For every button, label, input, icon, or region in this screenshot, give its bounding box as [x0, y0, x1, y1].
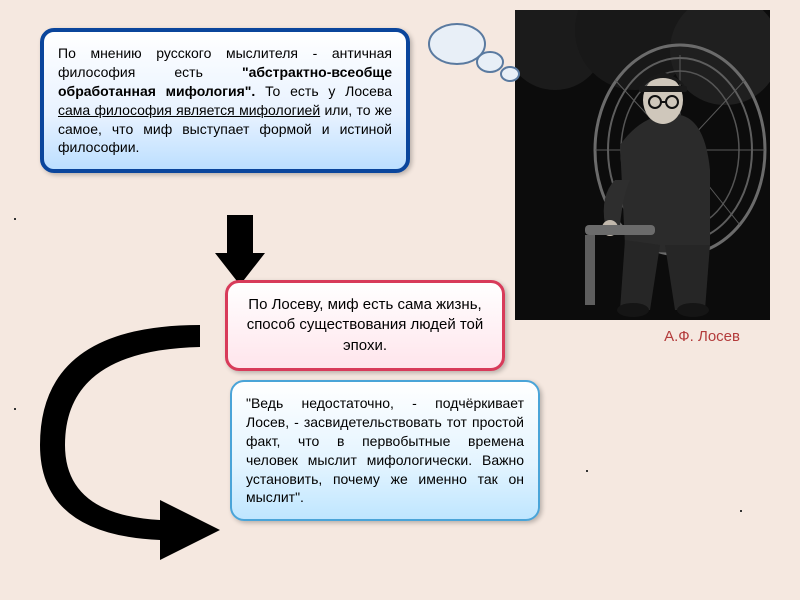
box3-text: "Ведь недостаточно, - подчёркивает Лосев…	[246, 395, 524, 505]
box1-mid: То есть у Лосева	[255, 83, 392, 99]
quote-box-top: По мнению русского мыслителя - античная …	[40, 28, 410, 173]
box2-text: По Лосеву, миф есть сама жизнь, способ с…	[247, 296, 484, 354]
dot	[14, 218, 16, 220]
dot	[14, 408, 16, 410]
arrow-down	[215, 215, 265, 285]
thought-bubbles	[395, 14, 545, 104]
dot	[586, 470, 588, 472]
portrait-photo	[515, 10, 770, 320]
photo-caption: А.Ф. Лосев	[664, 328, 740, 345]
caption-text: А.Ф. Лосев	[664, 328, 740, 345]
box1-underline: сама философия является мифологией	[58, 102, 320, 118]
quote-box-bottom: "Ведь недостаточно, - подчёркивает Лосев…	[230, 380, 540, 521]
arrow-curved	[20, 315, 240, 575]
dot	[740, 510, 742, 512]
summary-box-center: По Лосеву, миф есть сама жизнь, способ с…	[225, 280, 505, 371]
